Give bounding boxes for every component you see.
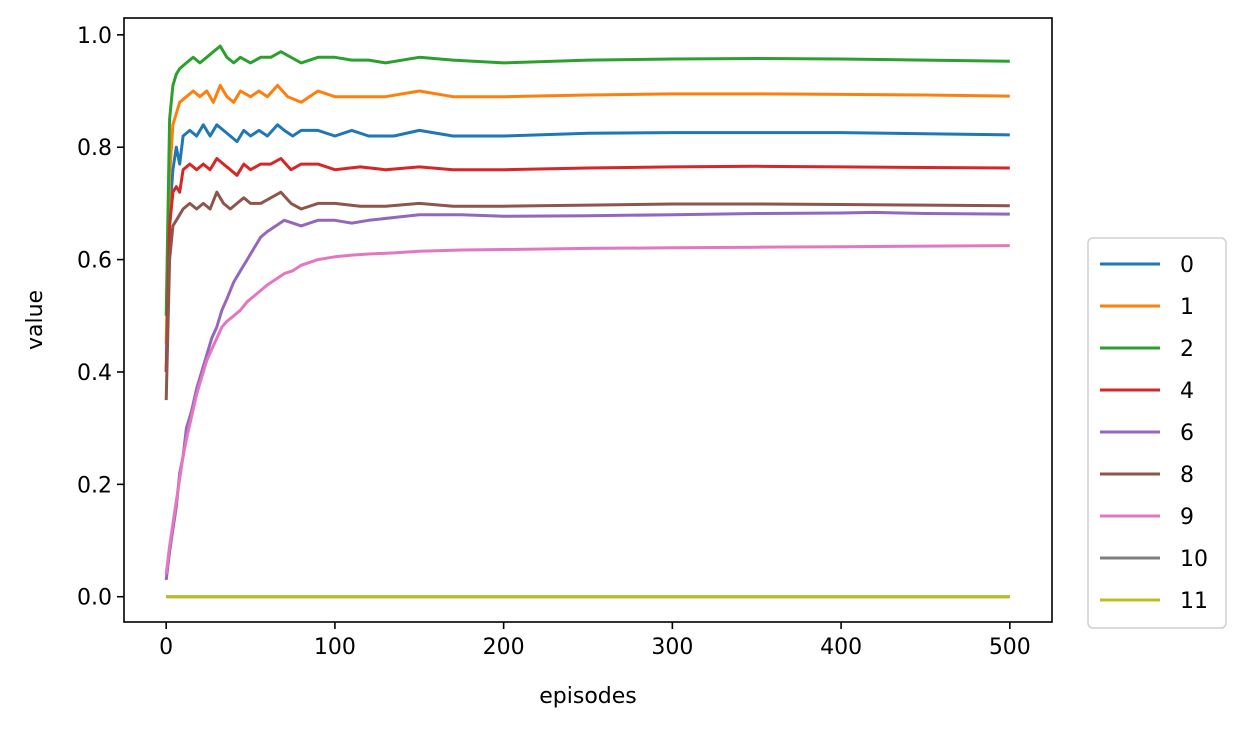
- plot-frame: [123, 17, 1053, 623]
- series-line-8: [164, 190, 1010, 401]
- legend-label: 2: [1180, 337, 1194, 362]
- series-layer: [164, 44, 1010, 599]
- y-axis-ticks: 0.0 0.2 0.4 0.6 0.8 1.0: [77, 24, 124, 611]
- series-line-4: [164, 157, 1010, 373]
- y-tick-label: 0.0: [77, 586, 112, 611]
- legend-label: 6: [1180, 421, 1194, 446]
- y-tick-label: 1.0: [77, 24, 112, 49]
- y-tick-label: 0.6: [77, 249, 112, 274]
- x-tick-label: 400: [820, 635, 862, 660]
- x-tick-label: 300: [651, 635, 693, 660]
- y-tick-label: 0.8: [77, 136, 112, 161]
- x-tick-label: 200: [483, 635, 525, 660]
- x-tick-label: 0: [159, 635, 173, 660]
- y-tick-label: 0.4: [77, 361, 112, 386]
- x-axis-ticks: 0 100 200 300 400 500: [159, 622, 1031, 660]
- x-axis-label: episodes: [539, 684, 637, 709]
- legend-label: 10: [1180, 547, 1208, 572]
- legend-label: 8: [1180, 463, 1194, 488]
- series-line-2: [164, 44, 1010, 316]
- legend-label: 11: [1180, 589, 1208, 614]
- legend-label: 4: [1180, 379, 1194, 404]
- legend-label: 1: [1180, 295, 1194, 320]
- y-tick-label: 0.2: [77, 473, 112, 498]
- legend-label: 9: [1180, 505, 1194, 530]
- x-tick-label: 500: [989, 635, 1031, 660]
- series-line-6: [164, 210, 1010, 581]
- series-line-0: [164, 123, 1010, 373]
- y-axis-label: value: [23, 290, 48, 350]
- legend: 0 1 2 4 6 8 9 10 11: [1087, 237, 1227, 629]
- series-line-1: [164, 83, 1010, 344]
- series-line-9: [164, 244, 1010, 575]
- x-tick-label: 100: [314, 635, 356, 660]
- legend-label: 0: [1180, 253, 1194, 278]
